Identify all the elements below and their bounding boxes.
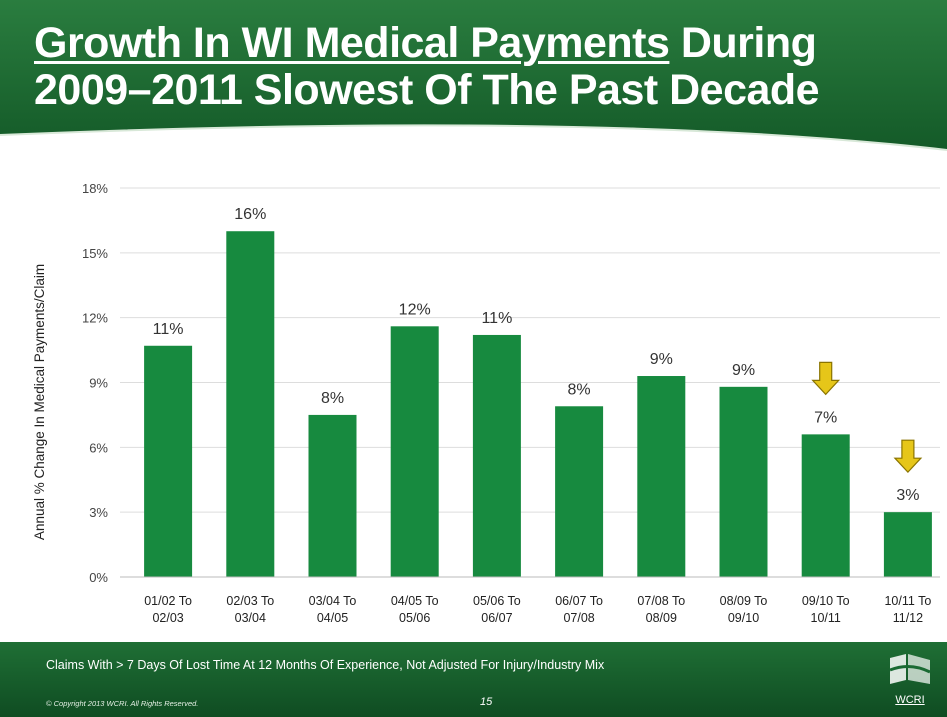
- x-tick-label: 07/08 To: [637, 594, 685, 608]
- bar: [144, 345, 193, 577]
- y-tick-label: 12%: [82, 311, 108, 326]
- bar: [390, 326, 439, 577]
- y-tick-label: 6%: [89, 440, 108, 455]
- x-tick-label: 05/06 To: [473, 594, 521, 608]
- data-label: 8%: [568, 381, 591, 398]
- x-tick-label: 02/03 To: [226, 594, 274, 608]
- y-tick-label: 0%: [89, 570, 108, 585]
- slide-title: Growth In WI Medical Payments During 200…: [34, 19, 820, 114]
- highlight-arrows: [811, 361, 923, 474]
- y-tick-label: 15%: [82, 246, 108, 261]
- bar: [801, 434, 850, 577]
- x-tick-label: 03/04: [235, 611, 266, 625]
- data-label: 9%: [650, 351, 673, 368]
- y-tick-label: 18%: [82, 181, 108, 196]
- x-tick-label: 08/09: [646, 611, 677, 625]
- wcri-logo-icon: [889, 654, 931, 684]
- x-tick-label: 06/07 To: [555, 594, 603, 608]
- bar: [555, 406, 604, 577]
- x-tick-label: 02/03: [152, 611, 183, 625]
- data-label: 16%: [234, 206, 266, 223]
- x-tick-label: 11/12: [893, 611, 923, 625]
- x-tick-label: 04/05 To: [391, 594, 439, 608]
- data-label: 11%: [153, 321, 184, 338]
- bar: [472, 334, 521, 577]
- x-tick-label: 07/08: [563, 611, 594, 625]
- x-tick-label: 08/09 To: [720, 594, 768, 608]
- y-tick-label: 9%: [89, 376, 108, 391]
- bar: [308, 414, 357, 577]
- title-banner: Growth In WI Medical Payments During 200…: [0, 0, 947, 160]
- x-tick-label: 09/10: [728, 611, 759, 625]
- x-tick-label: 03/04 To: [309, 594, 357, 608]
- bar-chart: 0% 3% 6% 9% 12% 15% 18% Annual % Change In Med…: [32, 181, 940, 625]
- x-tick-label: 06/07: [481, 611, 512, 625]
- page-number: 15: [480, 696, 493, 708]
- data-labels: 11% 16% 8% 12% 11% 8% 9% 9% 7% 3%: [153, 206, 920, 504]
- data-label: 12%: [399, 301, 431, 318]
- slide-title-underlined: Growth In WI Medical Payments: [34, 19, 670, 67]
- x-tick-label: 10/11: [811, 611, 841, 625]
- x-tick-label: 05/06: [399, 611, 430, 625]
- copyright: © Copyright 2013 WCRI. All Rights Reserv…: [46, 699, 199, 708]
- bar: [883, 512, 932, 577]
- data-label: 3%: [896, 487, 919, 504]
- slide-title-line2: 2009–2011 Slowest Of The Past Decade: [34, 66, 820, 114]
- title-banner-background: [0, 0, 947, 151]
- y-axis-label: Annual % Change In Medical Payments/Clai…: [32, 264, 47, 540]
- down-arrow-icon: [811, 361, 841, 396]
- down-arrow-icon: [893, 439, 923, 474]
- x-axis-ticks: 01/02 To 02/03 02/03 To 03/04 03/04 To 04/05 0…: [144, 594, 931, 625]
- wcri-logo-text: WCRI: [895, 694, 925, 706]
- bar: [226, 231, 275, 577]
- slide-title-rest: During: [669, 19, 817, 67]
- bar: [719, 386, 768, 577]
- x-tick-label: 04/05: [317, 611, 348, 625]
- bars: [144, 231, 932, 577]
- x-tick-label: 10/11 To: [884, 594, 931, 608]
- bar: [637, 376, 686, 577]
- footer-bar: Claims With > 7 Days Of Lost Time At 12 …: [0, 642, 947, 717]
- wcri-logo: WCRI: [884, 650, 936, 710]
- y-tick-label: 3%: [89, 505, 108, 520]
- y-axis-ticks: 0% 3% 6% 9% 12% 15% 18%: [82, 181, 108, 585]
- x-tick-label: 01/02 To: [144, 594, 192, 608]
- data-label: 9%: [732, 362, 755, 379]
- footnote: Claims With > 7 Days Of Lost Time At 12 …: [46, 658, 605, 672]
- data-label: 11%: [481, 310, 512, 327]
- x-tick-label: 09/10 To: [802, 594, 850, 608]
- data-label: 8%: [321, 390, 344, 407]
- data-label: 7%: [814, 409, 837, 426]
